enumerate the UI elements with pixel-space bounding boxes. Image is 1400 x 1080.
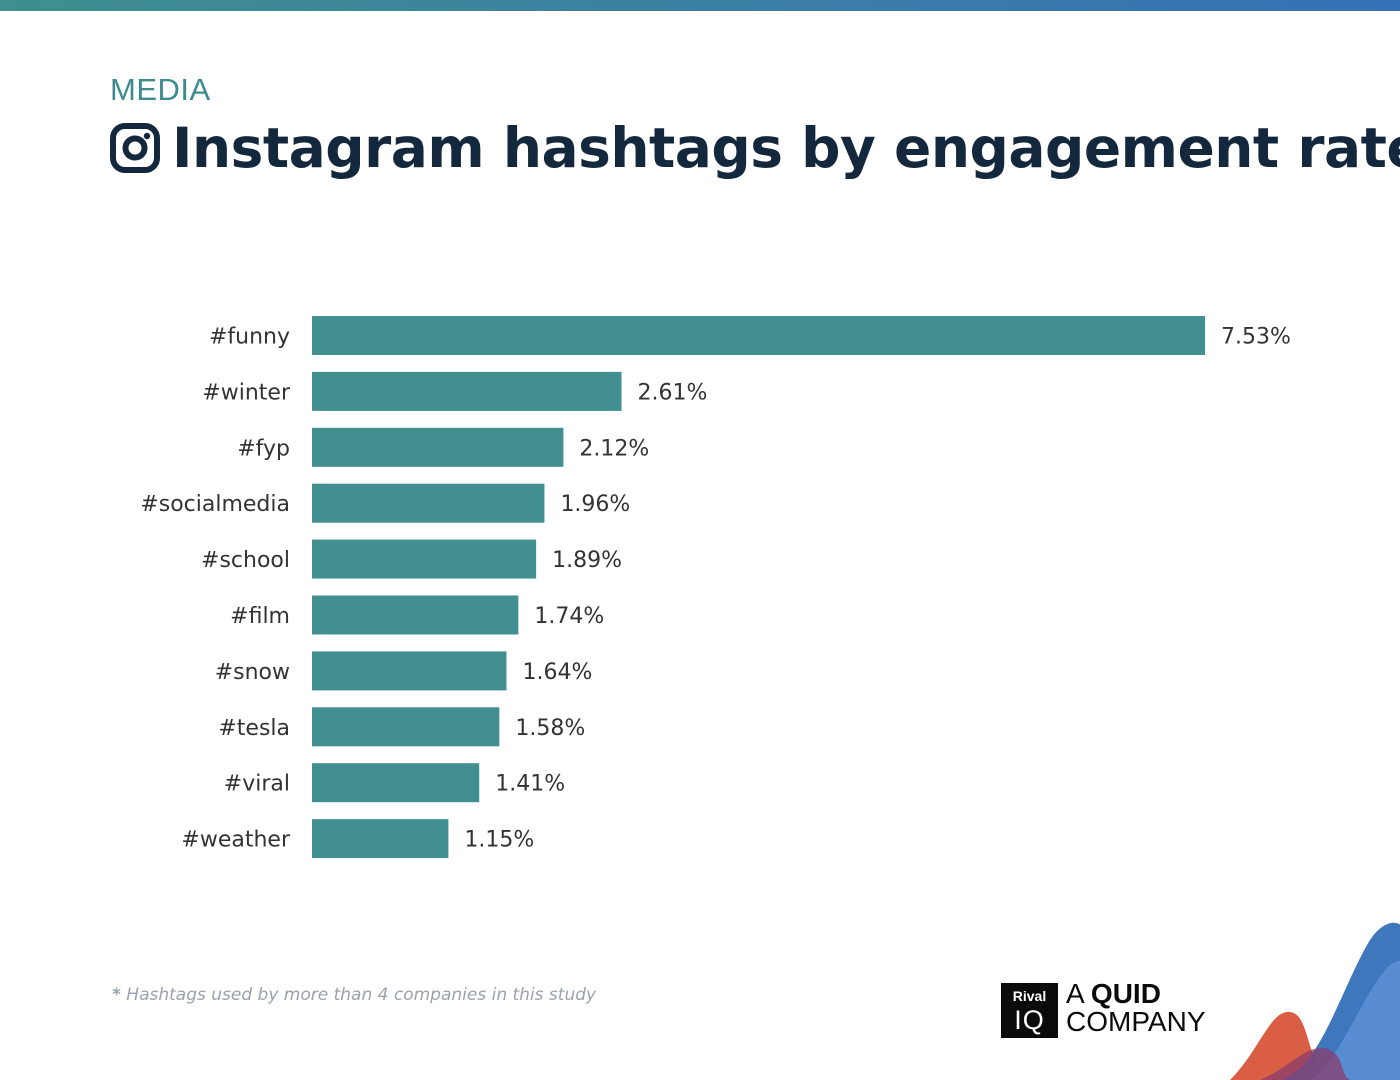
bar xyxy=(312,539,537,579)
title-row: Instagram hashtags by engagement rate xyxy=(110,112,1400,184)
quid-a: A xyxy=(1066,978,1091,1009)
logo-iq-text: IQ xyxy=(1014,1005,1045,1035)
instagram-icon xyxy=(110,123,160,173)
page-title: Instagram hashtags by engagement rate xyxy=(172,116,1400,180)
bar xyxy=(312,483,545,523)
value-label: 1.64% xyxy=(522,660,592,685)
category-label: #snow xyxy=(215,660,290,685)
bar xyxy=(312,763,480,803)
footnote-star: * xyxy=(112,985,121,1005)
value-label: 2.12% xyxy=(579,436,649,461)
footnote-text: Hashtags used by more than 4 companies i… xyxy=(126,985,597,1005)
decorative-waves xyxy=(1230,922,1400,1080)
footnote: * Hashtags used by more than 4 companies… xyxy=(112,985,596,1005)
logo-rival-text: Rival xyxy=(1012,988,1047,1004)
quid-line-1: A QUID xyxy=(1066,980,1206,1008)
value-label: 1.15% xyxy=(464,828,534,853)
category-label: #viral xyxy=(224,772,290,797)
category-label: #school xyxy=(201,548,290,573)
quid-bold: QUID xyxy=(1090,978,1161,1009)
quid-line-2: COMPANY xyxy=(1066,1006,1206,1037)
bar xyxy=(312,371,622,411)
bar xyxy=(312,651,507,691)
top-gradient-bar xyxy=(0,0,1400,11)
bar xyxy=(312,427,564,467)
value-label: 1.96% xyxy=(560,492,630,517)
category-label: #tesla xyxy=(218,716,290,741)
value-label: 2.61% xyxy=(638,380,708,405)
category-label: #fyp xyxy=(237,436,290,461)
category-label: #socialmedia xyxy=(140,492,290,517)
category-label: #weather xyxy=(181,828,291,853)
value-label: 1.74% xyxy=(534,604,604,629)
rival-iq-logo: Rival IQ xyxy=(1001,983,1058,1038)
category-label: #film xyxy=(230,604,290,629)
bar xyxy=(312,707,500,747)
category-label: MEDIA xyxy=(110,72,211,107)
bar xyxy=(312,316,1205,355)
category-label: #funny xyxy=(209,325,290,350)
bar xyxy=(312,819,449,859)
category-label: #winter xyxy=(202,380,291,405)
bar xyxy=(312,595,519,635)
value-label: 1.89% xyxy=(552,548,622,573)
value-label: 7.53% xyxy=(1221,325,1291,350)
value-label: 1.41% xyxy=(495,772,565,797)
quid-company-logo: A QUID COMPANY xyxy=(1066,980,1206,1036)
value-label: 1.58% xyxy=(515,716,585,741)
